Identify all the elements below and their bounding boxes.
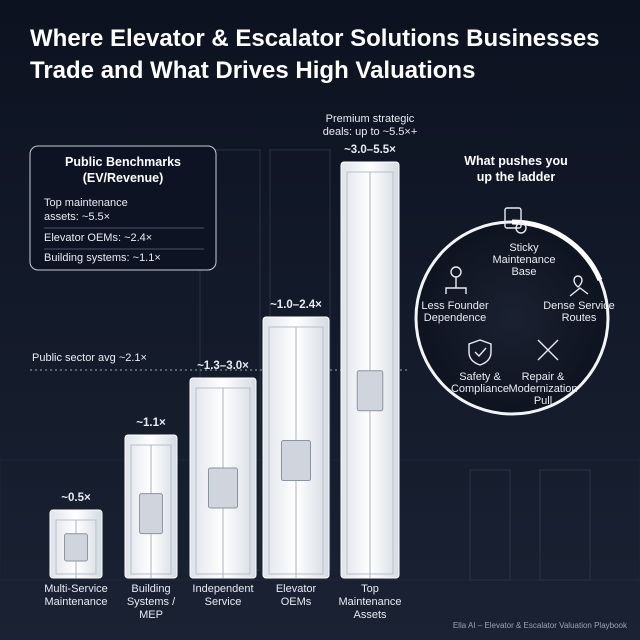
car (356, 370, 384, 412)
car (207, 467, 239, 509)
driver-item: Routes (562, 312, 597, 324)
tier-label: ~0.5× (61, 492, 91, 504)
driver-item: Dense Service (543, 300, 615, 312)
tier-name: Assets (353, 609, 387, 621)
benchmark-box (29, 145, 217, 271)
benchmark-heading: (EV/Revenue) (83, 171, 164, 185)
tier-name: Maintenance (45, 596, 108, 608)
benchmark-item: Top maintenance (44, 197, 128, 209)
tier-name: Maintenance (339, 596, 402, 608)
driver-item: Sticky (509, 242, 539, 254)
driver-item: Less Founder (421, 300, 489, 312)
avg-label: Public sector avg ~2.1× (32, 352, 147, 364)
title: Where Elevator & Escalator Solutions Bus… (30, 25, 600, 52)
ring-highlight (511, 219, 603, 281)
benchmark-item: Elevator OEMs: ~2.4× (44, 232, 152, 244)
car (64, 533, 88, 562)
tier-label: ~3.0–5.5× (344, 144, 396, 156)
driver-item: Maintenance (493, 254, 556, 266)
tier-name: Elevator (276, 583, 317, 595)
driver-item: Compliance (451, 383, 509, 395)
tier-name: Independent (192, 583, 253, 595)
tier-name: Service (205, 596, 242, 608)
tier-label: ~1.3–3.0× (197, 360, 249, 372)
benchmark-heading: Public Benchmarks (65, 155, 181, 169)
tier-name: MEP (139, 609, 163, 621)
benchmark-item: assets: ~5.5× (44, 211, 110, 223)
drivers-heading: What pushes you (464, 154, 567, 168)
premium-note: deals: up to ~5.5×+ (323, 126, 418, 138)
driver-item: Modernization (508, 383, 577, 395)
tier-name: Building (131, 583, 170, 595)
driver-item: Safety & (459, 371, 501, 383)
tier-name: Systems / (127, 596, 176, 608)
drivers-heading: up the ladder (477, 170, 556, 184)
benchmark-item: Building systems: ~1.1× (44, 252, 161, 264)
tier-label: ~1.1× (136, 417, 166, 429)
driver-item: Dependence (424, 312, 486, 324)
tier-name: Multi-Service (44, 583, 108, 595)
car (280, 440, 312, 482)
car (139, 493, 163, 535)
title: Trade and What Drives High Valuations (30, 57, 475, 84)
driver-item: Repair & (522, 371, 565, 383)
premium-note: Premium strategic (326, 113, 415, 125)
tier-label: ~1.0–2.4× (270, 299, 322, 311)
driver-item: Pull (534, 395, 552, 407)
footer: Ella AI – Elevator & Escalator Valuation… (453, 621, 628, 630)
icons (445, 207, 589, 366)
tier-name: OEMs (281, 596, 312, 608)
driver-item: Base (511, 266, 536, 278)
tier-name: Top (361, 583, 379, 595)
